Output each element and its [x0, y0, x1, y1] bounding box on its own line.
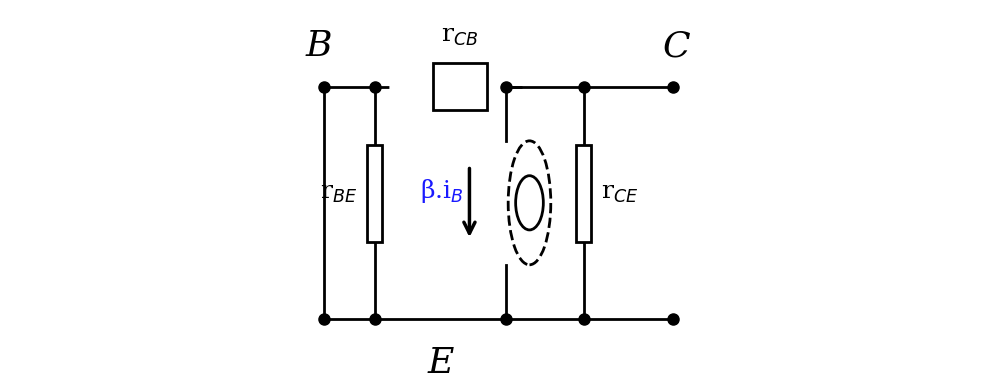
Bar	[367, 145, 382, 242]
Text: r$_{CB}$: r$_{CB}$	[441, 25, 479, 48]
Text: C: C	[663, 29, 691, 63]
Ellipse shape	[508, 141, 550, 265]
Bar	[433, 63, 487, 110]
Ellipse shape	[515, 176, 543, 230]
Text: r$_{BE}$: r$_{BE}$	[320, 182, 357, 204]
Text: E: E	[427, 346, 454, 380]
Bar	[576, 145, 591, 242]
Text: β.i$_B$: β.i$_B$	[420, 177, 464, 205]
Text: r$_{CE}$: r$_{CE}$	[601, 182, 639, 204]
Text: B: B	[305, 29, 332, 63]
